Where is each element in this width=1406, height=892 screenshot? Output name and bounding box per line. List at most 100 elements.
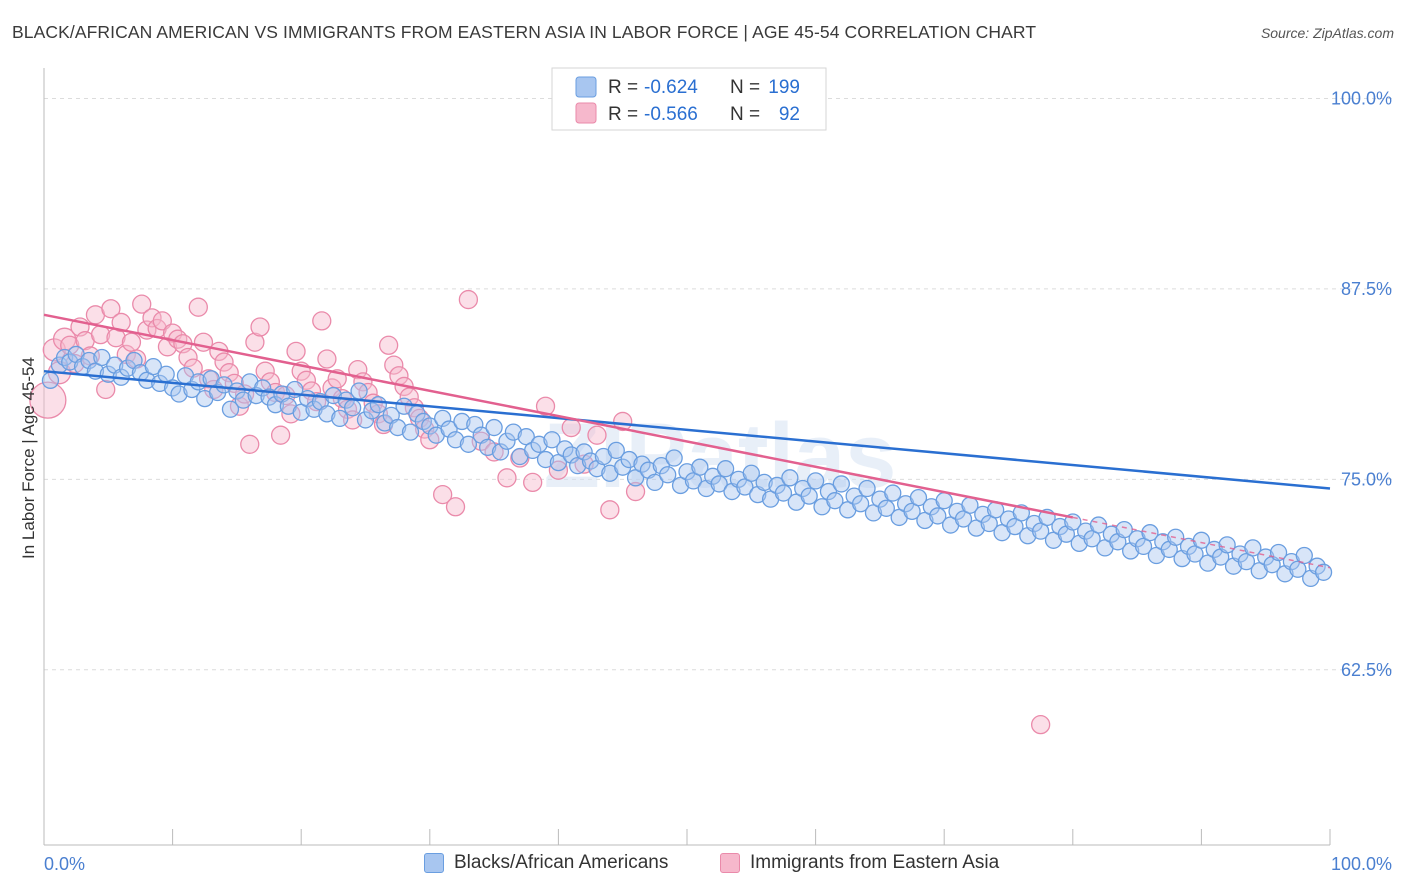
tick-labels: 62.5% 75.0% 87.5% 100.0% 0.0% 100.0% <box>44 88 1392 874</box>
point-blacks <box>479 438 497 457</box>
point-blacks <box>363 402 381 420</box>
point-eastern-asia <box>348 360 368 380</box>
point-blacks <box>453 412 471 431</box>
point-eastern-asia <box>342 410 363 430</box>
point-blacks <box>774 484 793 502</box>
legend-n-label-blue: N = <box>730 77 760 98</box>
point-eastern-asia <box>312 311 332 331</box>
trend-line-eastern-asia <box>43 313 1074 519</box>
legend-n-value-blue: 199 <box>768 77 800 98</box>
point-eastern-asia <box>286 341 306 362</box>
point-blacks <box>1295 546 1313 565</box>
point-blacks <box>446 431 465 449</box>
point-blacks <box>659 466 677 484</box>
point-eastern-asia <box>121 332 142 352</box>
point-blacks <box>646 473 664 492</box>
point-blacks <box>1308 557 1326 575</box>
y-tick-label: 75.0% <box>1341 469 1392 489</box>
legend-label-eastern-asia: Immigrants from Eastern Asia <box>750 852 1000 873</box>
point-eastern-asia <box>497 468 517 488</box>
point-blacks <box>781 469 799 487</box>
point-blacks <box>459 435 478 453</box>
point-eastern-asia <box>613 411 633 432</box>
point-eastern-asia <box>561 417 581 438</box>
point-blacks <box>884 484 902 502</box>
point-blacks <box>524 441 542 460</box>
point-eastern-asia <box>270 425 291 445</box>
point-eastern-asia <box>178 347 198 368</box>
point-blacks <box>755 473 773 492</box>
point-blacks <box>498 432 516 450</box>
y-tick-label: 62.5% <box>1341 660 1392 680</box>
point-eastern-asia <box>214 352 234 372</box>
point-eastern-asia <box>384 355 404 375</box>
point-blacks <box>543 431 561 449</box>
point-eastern-asia <box>587 425 607 445</box>
point-blacks <box>440 420 458 438</box>
legend-n-value-pink: 92 <box>779 104 800 125</box>
point-eastern-asia <box>600 500 620 520</box>
trend-line-blacks <box>43 369 1331 490</box>
point-blacks <box>678 463 696 481</box>
grid-lines <box>44 97 1392 671</box>
legend-swatch-pink <box>575 102 597 124</box>
point-blacks <box>652 456 670 475</box>
point-blacks <box>466 415 484 434</box>
point-blacks <box>144 357 162 376</box>
legend-n-label-pink: N = <box>730 104 760 125</box>
point-blacks <box>858 479 876 498</box>
point-blacks <box>530 435 548 453</box>
point-blacks <box>434 409 452 428</box>
point-blacks <box>388 418 407 437</box>
point-blacks <box>1244 539 1262 557</box>
series-blacks-african-americans <box>41 345 1333 588</box>
x-tick-label: 100.0% <box>1331 854 1392 874</box>
point-blacks <box>485 418 503 437</box>
source-credit: Source: ZipAtlas.com <box>1260 25 1394 41</box>
point-eastern-asia <box>111 312 131 333</box>
point-eastern-asia <box>535 396 556 416</box>
point-blacks <box>536 450 555 469</box>
y-tick-label: 100.0% <box>1331 88 1392 108</box>
point-blacks <box>716 460 735 478</box>
point-blacks <box>234 391 252 409</box>
legend-swatch-blacks <box>424 853 444 873</box>
point-blacks <box>401 423 420 441</box>
point-blacks <box>742 464 760 482</box>
chart-title: BLACK/AFRICAN AMERICAN VS IMMIGRANTS FRO… <box>12 22 1037 42</box>
point-blacks <box>41 371 60 389</box>
series-legend: Blacks/African Americans Immigrants from… <box>0 850 1406 880</box>
point-blacks <box>1269 543 1288 562</box>
point-eastern-asia <box>378 335 399 355</box>
y-tick-label: 87.5% <box>1341 279 1392 299</box>
point-blacks <box>170 385 188 403</box>
trend-line-eastern-asia-extension <box>1072 516 1331 569</box>
point-blacks <box>607 441 625 460</box>
point-blacks <box>80 351 98 370</box>
point-blacks <box>620 450 638 469</box>
point-eastern-asia <box>245 332 265 352</box>
point-blacks <box>318 405 336 423</box>
legend-r-value-pink: -0.566 <box>644 104 698 125</box>
point-eastern-asia <box>188 297 208 317</box>
legend-swatch-blue <box>575 76 597 98</box>
axes <box>43 68 1331 846</box>
point-eastern-asia <box>240 434 260 454</box>
legend-swatch-eastern-asia <box>720 853 740 873</box>
point-eastern-asia <box>317 349 337 369</box>
point-blacks <box>1314 563 1333 581</box>
point-eastern-asia <box>433 484 453 505</box>
point-blacks <box>221 400 240 418</box>
point-blacks <box>877 499 895 517</box>
point-blacks <box>1141 524 1159 542</box>
point-eastern-asia <box>445 497 466 517</box>
point-eastern-asia <box>625 481 646 502</box>
point-blacks <box>228 382 246 400</box>
point-blacks <box>324 386 343 405</box>
point-eastern-asia <box>132 294 152 314</box>
point-blacks <box>556 440 574 458</box>
point-blacks <box>851 495 870 513</box>
point-eastern-asia <box>458 289 479 310</box>
legend-r-value-blue: -0.624 <box>644 77 698 98</box>
point-blacks <box>665 449 683 467</box>
